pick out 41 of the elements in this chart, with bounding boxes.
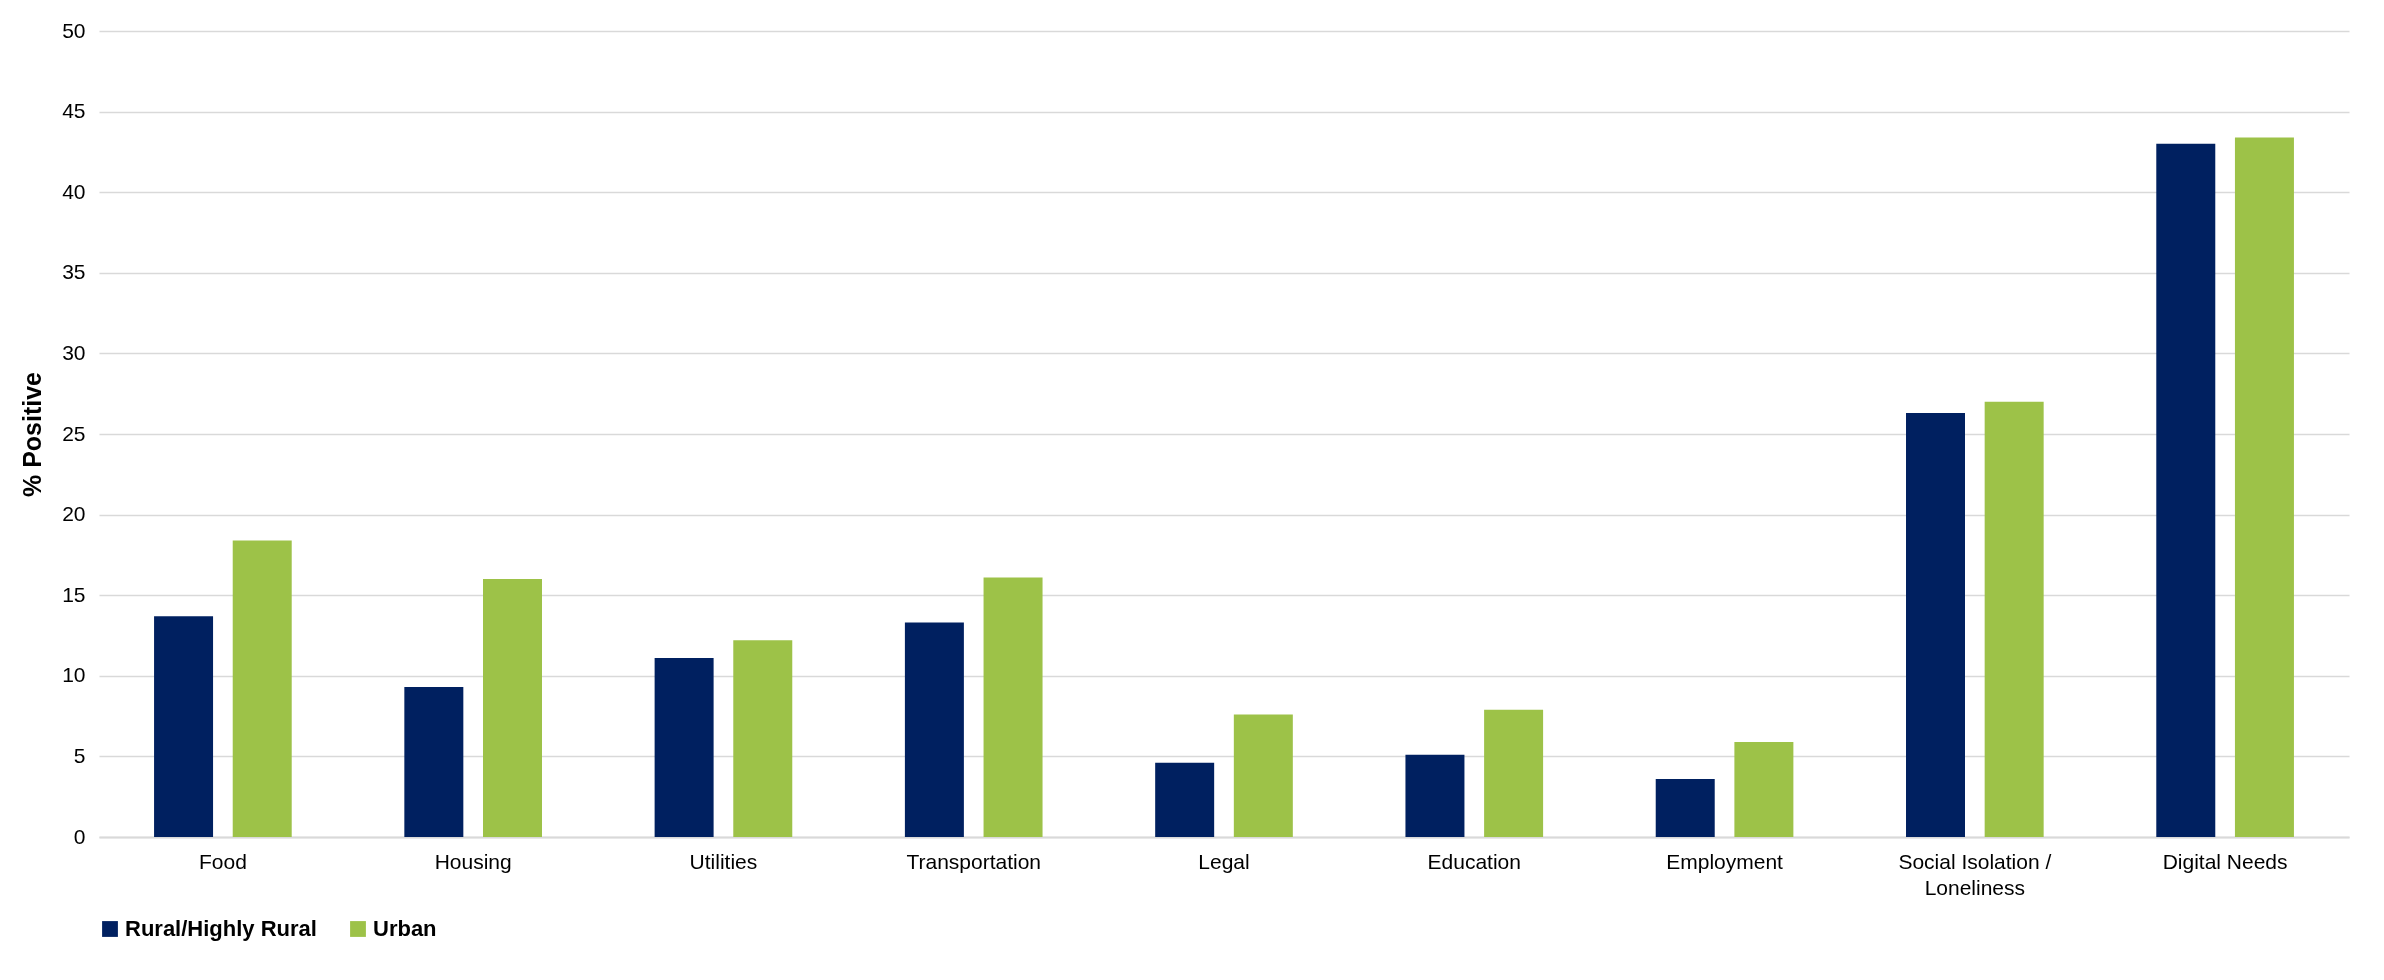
y-axis-title: % Positive [18,371,47,498]
bar [904,622,964,837]
x-tick-label: Utilities [689,849,758,873]
bar [1906,413,1965,837]
x-tick-label: Legal [1198,849,1250,873]
y-tick-label: 15 [62,582,86,606]
bar [1233,714,1293,837]
bar [983,577,1043,837]
y-tick-label: 30 [62,340,86,364]
x-tick-label: Digital Needs [2162,849,2288,873]
y-tick-label: 10 [62,663,86,687]
y-tick-label: 35 [62,260,86,284]
x-tick-label: Social Isolation / Loneliness [1898,849,2052,899]
bar [1484,709,1544,837]
x-tick-label: Employment [1666,849,1784,873]
y-tick-label: 5 [73,743,86,767]
x-tick-label: Housing [434,849,512,873]
bar [2234,137,2294,837]
bar [2156,143,2216,837]
x-tick-label: Education [1427,849,1521,873]
x-tick-label: Transportation [906,849,1042,873]
bar [1405,754,1465,837]
bar [1734,741,1794,837]
y-tick-label: 50 [62,18,86,42]
bar [154,616,214,837]
bar [1984,401,2044,837]
y-tick-label: 25 [62,421,86,445]
y-tick-label: 20 [62,502,86,526]
bar [1655,778,1715,837]
legend-label: Rural/Highly Rural [125,916,317,941]
y-tick-label: 0 [73,824,86,848]
bar [733,640,793,837]
legend-label: Urban [373,916,437,941]
bar [483,579,542,837]
y-tick-label: 40 [62,179,86,203]
y-tick-label: 45 [62,99,86,123]
bar [232,540,292,837]
bar [1155,762,1215,837]
bar [654,658,714,837]
bar [404,687,464,837]
x-tick-label: Food [198,849,247,873]
